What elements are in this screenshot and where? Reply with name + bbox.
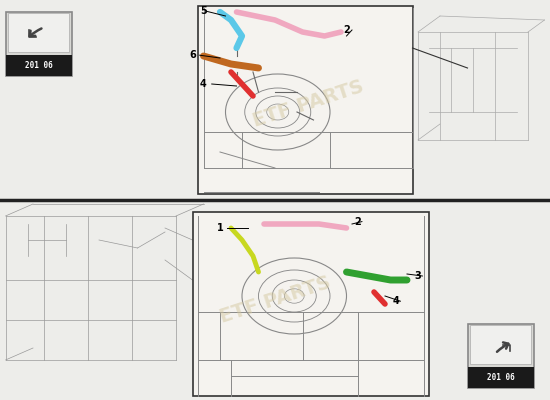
Text: 1: 1 <box>217 223 223 233</box>
Bar <box>192 212 429 396</box>
Bar <box>0 200 550 400</box>
Text: 4: 4 <box>200 79 207 89</box>
Text: ETF PARTS: ETF PARTS <box>250 77 366 131</box>
Text: 201 06: 201 06 <box>25 61 52 70</box>
Text: ETF PARTS: ETF PARTS <box>217 273 333 327</box>
Bar <box>0 0 550 200</box>
FancyBboxPatch shape <box>468 324 534 388</box>
Text: 2: 2 <box>354 217 361 226</box>
Text: 4: 4 <box>393 296 399 306</box>
Bar <box>470 325 531 364</box>
Bar <box>198 6 412 194</box>
Bar <box>468 367 534 388</box>
Bar <box>6 55 72 76</box>
Text: 201 06: 201 06 <box>487 373 514 382</box>
Text: 5: 5 <box>200 6 207 16</box>
FancyBboxPatch shape <box>6 12 72 76</box>
Text: 6: 6 <box>189 50 196 60</box>
Text: 3: 3 <box>415 271 421 281</box>
Text: 2: 2 <box>343 25 350 35</box>
Bar <box>8 13 69 52</box>
